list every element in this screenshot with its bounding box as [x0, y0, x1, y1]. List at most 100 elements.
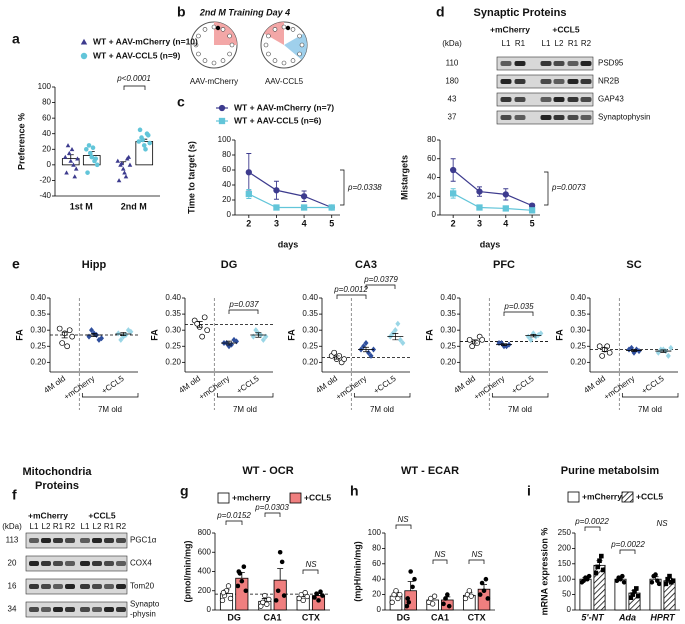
- point: [115, 330, 121, 337]
- error-bar: [530, 334, 537, 338]
- point: [241, 564, 247, 569]
- blot-band: [514, 97, 526, 102]
- y-tick-label: 800: [198, 528, 212, 537]
- y-tick-label: 0.25: [570, 341, 586, 350]
- blot-band: [553, 61, 565, 66]
- point: [201, 314, 208, 321]
- point: [59, 340, 66, 346]
- point: [477, 592, 483, 597]
- point: [476, 204, 483, 211]
- y-tick-label: 0.35: [165, 309, 181, 318]
- blot-band: [92, 584, 102, 589]
- kda-label: 34: [8, 605, 17, 614]
- legend-box: [289, 492, 302, 504]
- y-tick-label: 0: [567, 605, 572, 614]
- legend-label: +CCL5: [304, 492, 331, 502]
- blot-band: [567, 61, 579, 66]
- point: [450, 166, 457, 174]
- protein-label: COX4: [130, 559, 152, 568]
- blot-band: [53, 584, 63, 589]
- blot-band: [500, 79, 512, 84]
- point: [64, 170, 69, 175]
- x-tick-label: 4M old: [314, 374, 339, 395]
- blot-band: [540, 115, 552, 120]
- x-tick-label: 5: [530, 218, 535, 228]
- protein-label: GAP43: [598, 95, 624, 104]
- protein-label: Synapto: [130, 600, 160, 609]
- y-tick-label: 20: [427, 191, 436, 200]
- point: [124, 156, 130, 161]
- y-axis-label: FA: [554, 329, 564, 341]
- point: [123, 332, 129, 338]
- point: [245, 190, 252, 198]
- point: [66, 150, 72, 156]
- y-tick-label: 20: [372, 590, 381, 599]
- blot-band: [65, 584, 75, 589]
- series-line: [248, 193, 332, 209]
- point: [118, 336, 124, 343]
- chart-title: PFC: [493, 259, 515, 271]
- point: [69, 333, 76, 340]
- bracket: [336, 294, 367, 299]
- blot-band: [104, 607, 114, 612]
- y-tick-label: 0: [47, 160, 52, 169]
- point: [128, 328, 134, 335]
- maze-hole: [193, 42, 199, 48]
- bracket: [584, 526, 601, 531]
- lane-label: R1: [53, 522, 64, 531]
- group-bracket: [216, 393, 274, 398]
- blot-group: +mCherry: [490, 24, 530, 34]
- point: [450, 190, 457, 197]
- point: [630, 592, 635, 597]
- point: [502, 191, 509, 198]
- point: [147, 140, 153, 146]
- group-label: 7M old: [638, 405, 662, 414]
- blot-band: [553, 115, 565, 120]
- y-tick-label: 400: [198, 567, 212, 576]
- group-bracket: [81, 393, 139, 398]
- blot-group: +CCL5: [88, 510, 115, 520]
- blot-strip: [25, 601, 128, 618]
- y-tick-label: 0.40: [30, 293, 46, 302]
- point: [239, 578, 245, 584]
- y-tick-label: 20: [42, 144, 51, 153]
- error-bar: [255, 332, 262, 338]
- error-bar: [226, 340, 232, 346]
- panel-label: i: [527, 483, 531, 499]
- chart-title: Hipp: [82, 259, 107, 271]
- x-tick-label: 4M old: [42, 374, 67, 395]
- point: [260, 336, 266, 343]
- point: [145, 132, 151, 138]
- y-tick-label: 80: [427, 135, 436, 144]
- y-tick-label: 0.25: [302, 341, 318, 350]
- maze-hole: [297, 51, 302, 57]
- legend-marker: [218, 117, 226, 125]
- blot-band: [500, 115, 512, 120]
- x-tick-label: 4: [302, 218, 307, 228]
- point: [300, 204, 308, 211]
- x-tick-label: CA1: [263, 612, 281, 622]
- group-label: 7M old: [370, 405, 394, 414]
- y-tick-label: 0.20: [165, 357, 181, 366]
- kda-label: 43: [448, 95, 457, 104]
- blot-band: [41, 561, 51, 566]
- y-tick-label: 0: [207, 605, 212, 614]
- point: [445, 592, 450, 597]
- x-tick-label: +CCL5: [235, 374, 261, 396]
- bracket: [225, 520, 243, 525]
- y-axis-label: FA: [14, 329, 24, 341]
- point: [314, 591, 319, 596]
- maze-hole: [266, 51, 271, 57]
- x-tick-label: +CCL5: [100, 374, 126, 396]
- panel-label: c: [177, 94, 185, 110]
- point: [466, 336, 473, 343]
- point: [89, 154, 95, 160]
- point: [404, 603, 410, 609]
- y-axis-label: (pmol/min/mg): [182, 541, 192, 603]
- point: [94, 162, 100, 168]
- point: [316, 598, 321, 603]
- y-tick-label: 0.35: [302, 309, 318, 318]
- blot-band: [53, 538, 63, 543]
- point: [119, 161, 125, 166]
- blot-band: [80, 584, 90, 589]
